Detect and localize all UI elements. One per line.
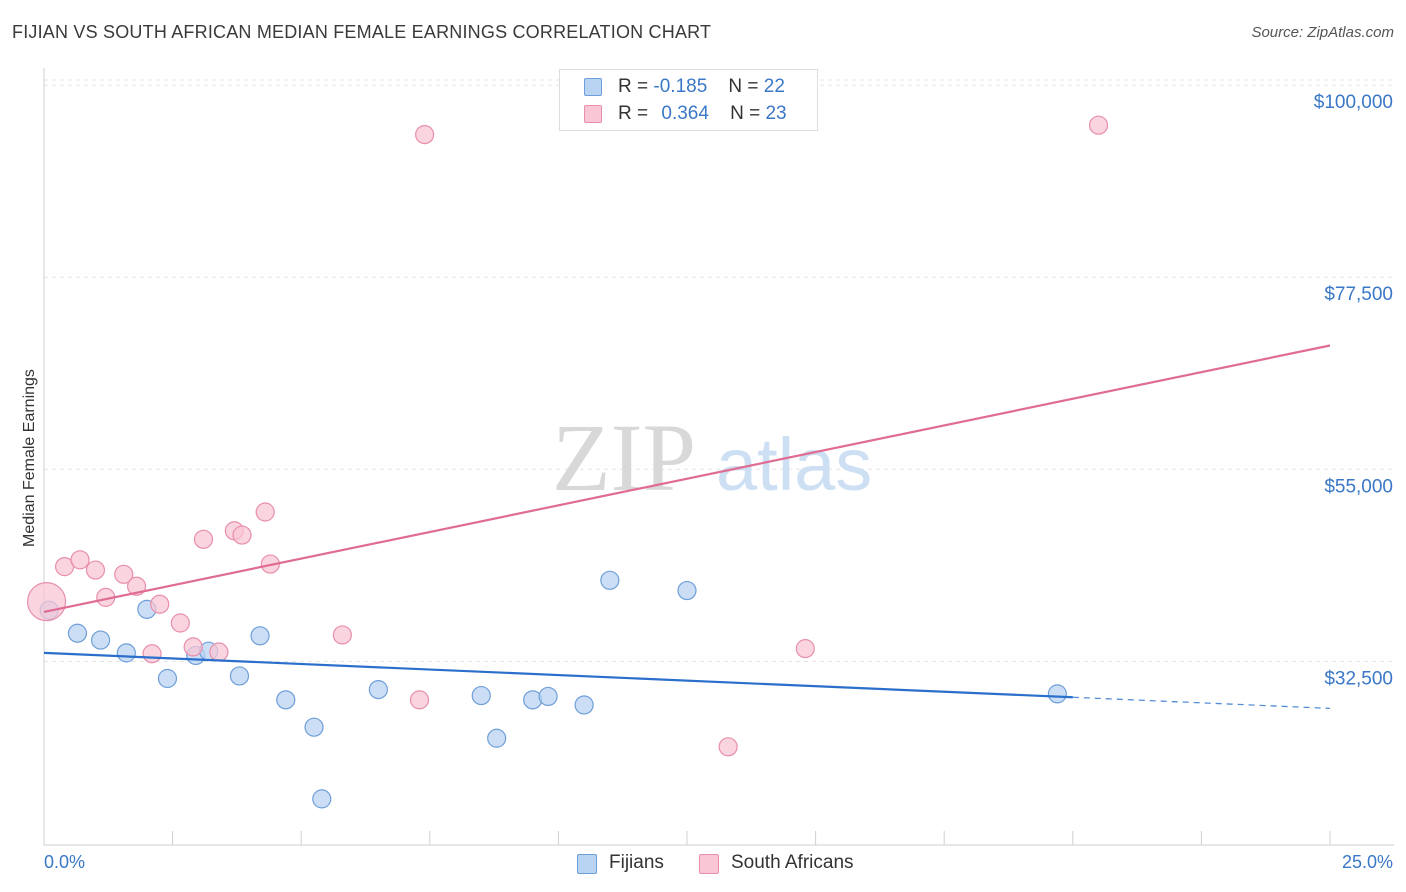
fijians-point-18 xyxy=(574,695,594,715)
x-tick-label-min: 0.0% xyxy=(44,852,86,872)
y-tick-label-3: $100,000 xyxy=(1314,92,1393,113)
south-africans-legend-label: South Africans xyxy=(731,852,854,873)
south-africans-point-8 xyxy=(150,594,170,614)
south-africans-point-2 xyxy=(70,550,90,570)
series-legend: Fijians South Africans xyxy=(0,852,1406,876)
south-africans-legend-swatch xyxy=(699,854,719,874)
legend-text-fijians: R = -0.185 N = 22 xyxy=(618,76,785,98)
south-africans-point-9 xyxy=(170,613,190,633)
watermark-atlas: atlas xyxy=(716,423,872,506)
fijians-trend-line xyxy=(43,651,1073,699)
y-tick-label-2: $77,500 xyxy=(1324,284,1393,305)
trend-lines xyxy=(43,344,1331,710)
south-africans-point-5 xyxy=(114,564,134,584)
fijians-point-20 xyxy=(677,580,697,601)
fijians-point-1 xyxy=(67,623,88,643)
south-africans-r-label: R = xyxy=(618,103,649,124)
x-axis-ticks xyxy=(43,831,1331,845)
fijians-point-21 xyxy=(1047,684,1067,704)
gridlines xyxy=(44,79,1394,662)
fijians-n-label: N = xyxy=(728,76,759,97)
south-africans-point-7 xyxy=(142,644,162,664)
south-africans-point-17 xyxy=(332,625,352,645)
south-africans-point-22 xyxy=(1088,115,1109,135)
watermark-zip: ZIP xyxy=(552,404,696,511)
fijians-point-19 xyxy=(600,570,620,590)
fijians-point-11 xyxy=(304,717,324,737)
y-axis-tick-labels: $32,500 $55,000 $77,500 $100,000 xyxy=(1314,92,1393,689)
south-africans-point-12 xyxy=(209,642,229,662)
fijians-r-value: -0.185 xyxy=(653,76,708,97)
fijians-point-12 xyxy=(312,789,332,809)
fijians-point-8 xyxy=(229,666,250,686)
fijians-point-13 xyxy=(368,679,388,700)
y-tick-label-1: $55,000 xyxy=(1324,476,1393,497)
fijians-point-15 xyxy=(487,728,507,748)
chart-title: FIJIAN VS SOUTH AFRICAN MEDIAN FEMALE EA… xyxy=(12,22,712,42)
south-africans-n-value: 23 xyxy=(765,103,787,124)
fijians-point-17 xyxy=(538,686,558,707)
fijians-r-label: R = xyxy=(618,76,649,97)
legend-text-south-africans: R = 0.364 N = 23 xyxy=(618,103,787,125)
fijians-point-9 xyxy=(250,626,270,646)
fijians-point-10 xyxy=(276,690,296,710)
correlation-legend: R = -0.185 N = 22 R = 0.364 N = 23 xyxy=(559,69,818,131)
x-tick-label-max: 25.0% xyxy=(1341,852,1393,872)
fijians-n-value: 22 xyxy=(763,76,785,97)
watermark: ZIP atlas xyxy=(552,404,872,511)
south-africans-point-11 xyxy=(193,529,214,549)
south-africans-swatch xyxy=(584,105,602,123)
south-africans-point-19 xyxy=(415,125,435,145)
south-africans-point-15 xyxy=(255,502,275,522)
fijians-point-3 xyxy=(116,643,136,663)
south-africans-point-18 xyxy=(409,690,430,710)
y-tick-label-0: $32,500 xyxy=(1324,668,1393,689)
south-africans-r-value: 0.364 xyxy=(661,103,709,124)
south-africans-point-3 xyxy=(85,560,106,580)
fijians-trend-extension xyxy=(1072,696,1331,710)
fijians-point-5 xyxy=(157,668,178,689)
south-africans-point-0 xyxy=(26,582,67,622)
south-africans-point-14 xyxy=(232,525,252,545)
fijians-legend-label: Fijians xyxy=(609,852,664,873)
south-africans-trend-line xyxy=(43,344,1331,613)
south-africans-point-21 xyxy=(795,639,815,659)
south-africans-n-label: N = xyxy=(730,103,761,124)
south-africans-point-10 xyxy=(183,637,203,657)
fijians-swatch xyxy=(584,78,602,96)
fijians-point-14 xyxy=(471,685,491,706)
fijians-point-2 xyxy=(90,630,111,650)
axes xyxy=(43,68,1394,846)
source-label: Source: ZipAtlas.com xyxy=(1251,24,1394,41)
south-africans-point-20 xyxy=(718,737,738,757)
fijians-legend-swatch xyxy=(577,854,597,874)
